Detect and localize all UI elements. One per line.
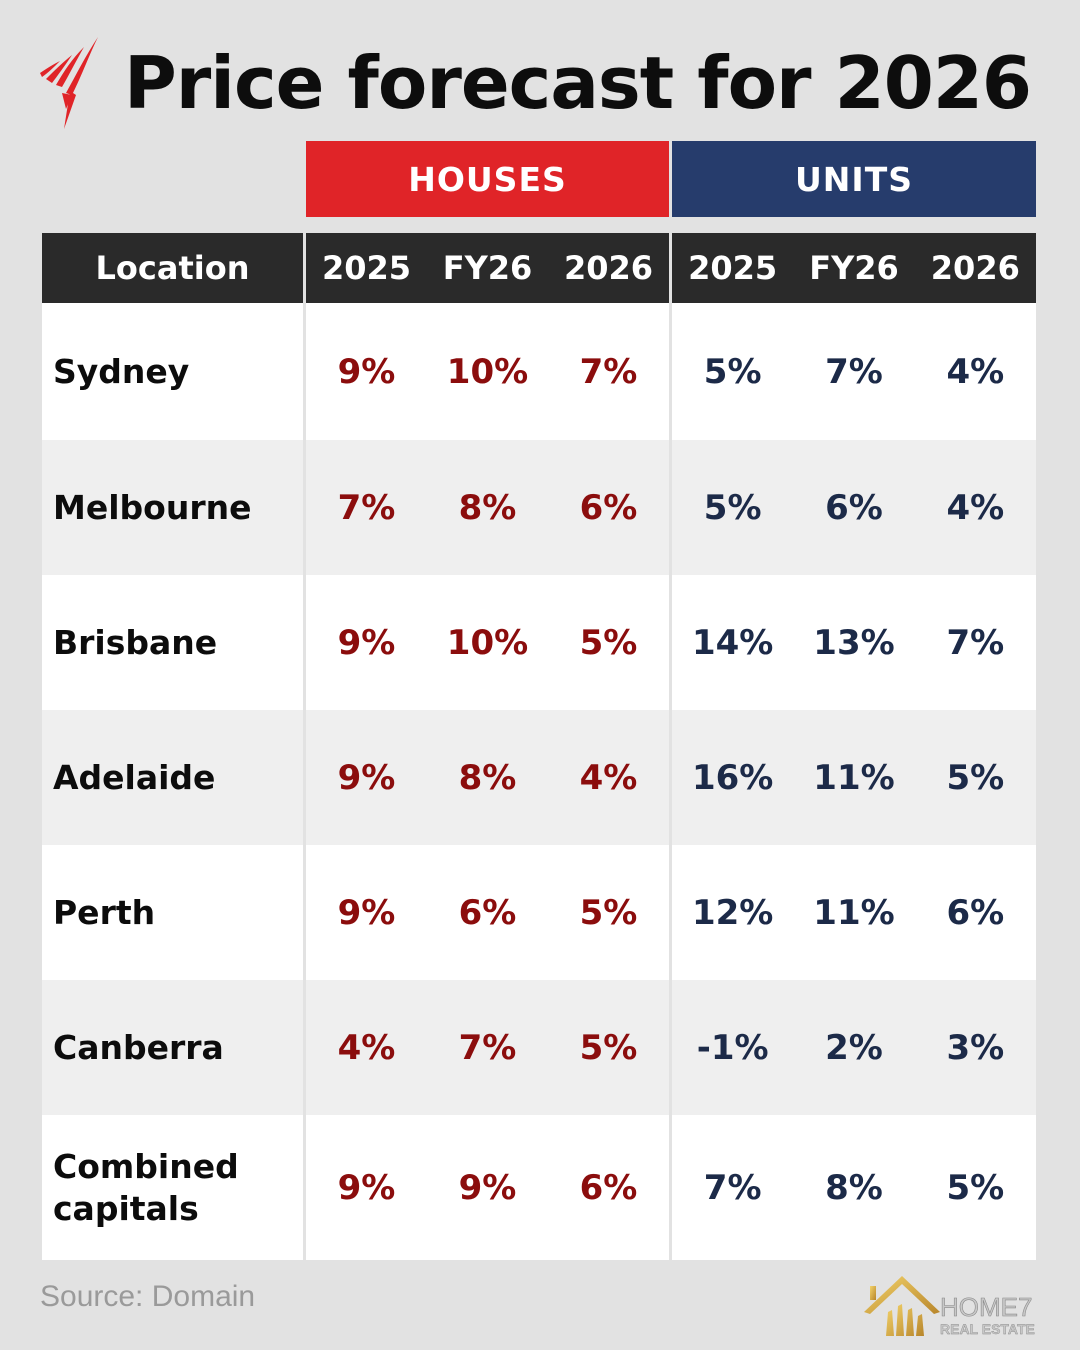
value-cell: 9% — [458, 1167, 517, 1208]
value-cell: 6% — [458, 892, 517, 933]
value-cell: 5% — [579, 892, 638, 933]
value-cell: 8% — [458, 757, 517, 798]
location-cell: Sydney — [42, 303, 303, 440]
houses-cells: 9% 8% 4% — [306, 710, 669, 845]
value-cell: 4% — [337, 1027, 396, 1068]
units-cells: 12% 11% 6% — [672, 845, 1036, 980]
table-row: Melbourne 7% 8% 6% 5% 6% 4% — [42, 440, 1036, 575]
table-row: Canberra 4% 7% 5% -1% 2% 3% — [42, 980, 1036, 1115]
table-row: Brisbane 9% 10% 5% 14% 13% 7% — [42, 575, 1036, 710]
page-title: Price forecast for 2026 — [124, 41, 1032, 125]
value-cell: 12% — [691, 892, 774, 933]
location-cell: Combined capitals — [42, 1115, 303, 1260]
units-cells: 7% 8% 5% — [672, 1115, 1036, 1260]
value-cell: 7% — [825, 351, 883, 392]
value-cell: 14% — [691, 622, 774, 663]
value-cell: 6% — [579, 1167, 638, 1208]
value-cell: 5% — [946, 757, 1005, 798]
houses-group-header: HOUSES — [306, 141, 669, 217]
value-cell: 9% — [337, 1167, 396, 1208]
value-cell: 5% — [703, 487, 762, 528]
houses-cells: 9% 10% 7% — [306, 303, 669, 440]
value-cell: 5% — [703, 351, 762, 392]
value-cell: 6% — [579, 487, 638, 528]
value-cell: 5% — [579, 1027, 638, 1068]
value-cell: 8% — [825, 1167, 883, 1208]
location-cell: Canberra — [42, 980, 303, 1115]
location-cell: Adelaide — [42, 710, 303, 845]
value-cell: 11% — [813, 892, 895, 933]
header-houses-2026: 2026 — [563, 249, 654, 287]
table-row: Perth 9% 6% 5% 12% 11% 6% — [42, 845, 1036, 980]
location-cell: Melbourne — [42, 440, 303, 575]
table-row: Combined capitals 9% 9% 6% 7% 8% 5% — [42, 1115, 1036, 1260]
header-location: Location — [42, 233, 303, 303]
value-cell: 4% — [946, 351, 1005, 392]
location-cell: Perth — [42, 845, 303, 980]
value-cell: 13% — [813, 622, 895, 663]
value-cell: 9% — [337, 351, 396, 392]
value-cell: 10% — [446, 622, 529, 663]
value-cell: 7% — [579, 351, 638, 392]
source-note: Source: Domain — [40, 1280, 256, 1313]
value-cell: 3% — [946, 1027, 1005, 1068]
svg-text:REAL ESTATE: REAL ESTATE — [940, 1321, 1035, 1337]
value-cell: 9% — [337, 622, 396, 663]
value-cell: 2% — [825, 1027, 883, 1068]
units-cells: 5% 7% 4% — [672, 303, 1036, 440]
location-cell: Brisbane — [42, 575, 303, 710]
sbs-logo-icon — [40, 37, 98, 129]
svg-text:HOME7: HOME7 — [940, 1292, 1032, 1322]
location-label: Combined capitals — [53, 1147, 239, 1228]
value-cell: 4% — [946, 487, 1005, 528]
value-cell: 9% — [337, 892, 396, 933]
units-cells: 14% 13% 7% — [672, 575, 1036, 710]
value-cell: 7% — [458, 1027, 517, 1068]
houses-cells: 4% 7% 5% — [306, 980, 669, 1115]
header-houses-2025: 2025 — [321, 249, 412, 287]
value-cell: -1% — [696, 1027, 769, 1068]
units-cells: 16% 11% 5% — [672, 710, 1036, 845]
value-cell: 5% — [946, 1167, 1005, 1208]
value-cell: 7% — [337, 487, 396, 528]
value-cell: 8% — [458, 487, 517, 528]
header-units-fy26: FY26 — [809, 249, 899, 287]
value-cell: 10% — [446, 351, 529, 392]
header-units: 2025 FY26 2026 — [672, 233, 1036, 303]
value-cell: 11% — [813, 757, 895, 798]
table-body: Sydney 9% 10% 7% 5% 7% 4% Melbourne 7% 8… — [42, 303, 1036, 1260]
value-cell: 5% — [579, 622, 638, 663]
home7-logo-icon: HOME7 REAL ESTATE — [864, 1276, 1035, 1337]
houses-cells: 7% 8% 6% — [306, 440, 669, 575]
table-row: Sydney 9% 10% 7% 5% 7% 4% — [42, 303, 1036, 440]
houses-cells: 9% 9% 6% — [306, 1115, 669, 1260]
value-cell: 9% — [337, 757, 396, 798]
value-cell: 7% — [703, 1167, 762, 1208]
table-row: Adelaide 9% 8% 4% 16% 11% 5% — [42, 710, 1036, 845]
value-cell: 7% — [946, 622, 1005, 663]
value-cell: 6% — [825, 487, 883, 528]
units-cells: 5% 6% 4% — [672, 440, 1036, 575]
table-header: Location 2025 FY26 2026 2025 FY26 2026 — [42, 233, 1036, 303]
value-cell: 4% — [579, 757, 638, 798]
units-group-header: UNITS — [672, 141, 1036, 217]
header-houses: 2025 FY26 2026 — [306, 233, 669, 303]
title-bar: Price forecast for 2026 — [36, 28, 1032, 138]
units-cells: -1% 2% 3% — [672, 980, 1036, 1115]
houses-cells: 9% 6% 5% — [306, 845, 669, 980]
header-houses-fy26: FY26 — [442, 249, 533, 287]
value-cell: 16% — [691, 757, 774, 798]
value-cell: 6% — [946, 892, 1005, 933]
header-units-2025: 2025 — [688, 249, 778, 287]
header-units-2026: 2026 — [930, 249, 1020, 287]
houses-cells: 9% 10% 5% — [306, 575, 669, 710]
